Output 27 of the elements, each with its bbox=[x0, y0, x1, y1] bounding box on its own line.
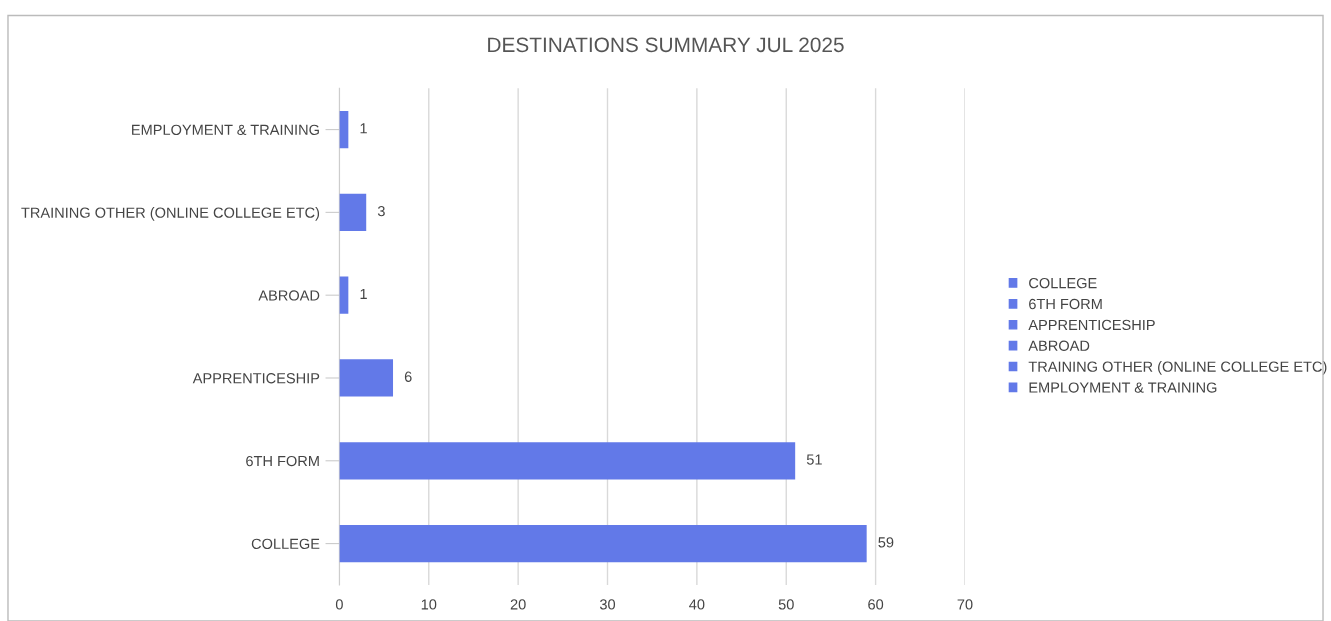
data-label: 59 bbox=[878, 537, 894, 548]
legend-label: COLLEGE bbox=[1029, 277, 1097, 289]
legend-label: 6TH FORM bbox=[1029, 298, 1102, 310]
data-label: 1 bbox=[360, 288, 367, 299]
data-label: 6 bbox=[404, 371, 412, 382]
x-tick-label: 0 bbox=[335, 599, 343, 610]
chart-title: DESTINATIONS SUMMARY JUL 2025 bbox=[488, 37, 844, 53]
y-tick-label: ABROAD bbox=[258, 290, 320, 301]
data-label: 51 bbox=[806, 454, 822, 465]
y-tick-label: COLLEGE bbox=[251, 538, 320, 550]
legend-label: ABROAD bbox=[1028, 340, 1090, 351]
legend-label: EMPLOYMENT & TRAINING bbox=[1029, 382, 1217, 393]
x-tick-label: 40 bbox=[689, 599, 705, 610]
data-label: 1 bbox=[360, 123, 367, 134]
y-tick-label: TRAINING OTHER (ONLINE COLLEGE ETC) bbox=[21, 207, 320, 221]
legend-label: APPRENTICESHIP bbox=[1028, 319, 1155, 331]
data-label: 3 bbox=[377, 205, 385, 217]
y-tick-label: EMPLOYMENT & TRAINING bbox=[132, 124, 319, 136]
x-tick-label: 20 bbox=[510, 599, 526, 610]
x-tick-label: 60 bbox=[868, 599, 884, 610]
x-tick-label: 70 bbox=[957, 599, 973, 610]
y-tick-label: APPRENTICESHIP bbox=[192, 373, 320, 384]
x-tick-label: 30 bbox=[599, 599, 616, 610]
x-tick-label: 50 bbox=[778, 599, 794, 610]
x-tick-label: 10 bbox=[421, 599, 437, 610]
y-tick-label: 6TH FORM bbox=[246, 455, 319, 467]
legend-label: TRAINING OTHER (ONLINE COLLEGE ETC) bbox=[1028, 361, 1327, 375]
